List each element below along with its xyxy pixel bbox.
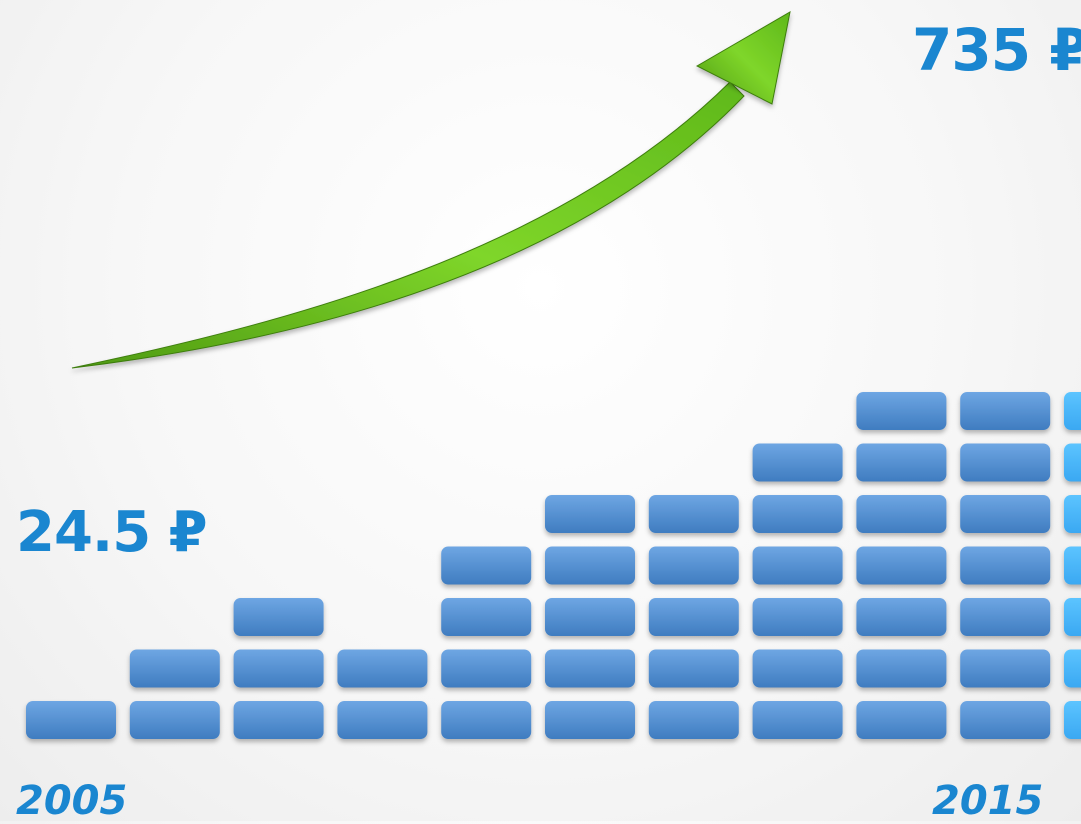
- bar-block: [545, 649, 635, 688]
- bar-block: [545, 598, 635, 636]
- bar-block: [1064, 598, 1081, 636]
- bar-block: [856, 443, 947, 482]
- bar-block: [856, 546, 947, 585]
- bar-block: [648, 546, 739, 585]
- bar-block: [856, 598, 947, 636]
- bar-block: [960, 649, 1051, 688]
- bar-block: [233, 701, 324, 739]
- bar-block: [129, 649, 220, 688]
- bar-block: [233, 598, 324, 636]
- bar-11: [1064, 392, 1081, 739]
- bar-8: [752, 443, 843, 739]
- bar-block: [856, 701, 947, 739]
- bar-block: [441, 546, 532, 585]
- bar-block: [856, 649, 947, 688]
- bar-block: [752, 443, 843, 482]
- bar-block: [752, 495, 843, 533]
- bar-block: [960, 443, 1051, 482]
- bar-block: [752, 546, 843, 585]
- bar-7: [648, 495, 739, 739]
- bar-3: [233, 598, 324, 739]
- bar-1: [26, 701, 116, 739]
- bar-block: [545, 495, 635, 533]
- bar-block: [752, 701, 843, 739]
- bar-block: [26, 701, 116, 739]
- bar-block: [441, 649, 532, 688]
- bar-2: [129, 649, 220, 739]
- bar-block: [648, 701, 739, 739]
- x-tick-label-first: 2005: [16, 778, 128, 824]
- bar-block: [1064, 392, 1081, 430]
- bar-block: [752, 649, 843, 688]
- bar-block: [1064, 701, 1081, 739]
- bar-block: [1064, 495, 1081, 533]
- bar-block: [960, 598, 1051, 636]
- bar-block: [960, 701, 1051, 739]
- bar-block: [545, 701, 635, 739]
- bar-block: [960, 546, 1051, 585]
- bar-block: [960, 495, 1051, 533]
- bar-9: [856, 392, 947, 739]
- bar-block: [441, 598, 532, 636]
- bar-block: [441, 701, 532, 739]
- bar-4: [337, 649, 428, 739]
- bar-block: [648, 598, 739, 636]
- bar-block: [337, 701, 428, 739]
- bar-block: [1064, 649, 1081, 688]
- growth-arrow-icon: [71, 11, 791, 369]
- bar-block: [856, 495, 947, 533]
- bar-block: [856, 392, 947, 430]
- bar-block: [233, 649, 324, 688]
- bar-block: [129, 701, 220, 739]
- bar-block: [648, 495, 739, 533]
- bar-series: [26, 392, 1081, 739]
- bar-block: [1064, 443, 1081, 482]
- bar-block: [545, 546, 635, 585]
- bar-5: [441, 546, 532, 739]
- x-tick-label-last: 2015: [932, 778, 1044, 824]
- bar-block: [337, 649, 428, 688]
- bar-block: [960, 392, 1051, 430]
- bar-block: [648, 649, 739, 688]
- bar-10: [960, 392, 1051, 739]
- bar-block: [1064, 546, 1081, 585]
- bar-block: [752, 598, 843, 636]
- bar-6: [545, 495, 635, 739]
- end-value-label: 735 ₽: [912, 16, 1081, 84]
- start-value-label: 24.5 ₽: [16, 500, 208, 565]
